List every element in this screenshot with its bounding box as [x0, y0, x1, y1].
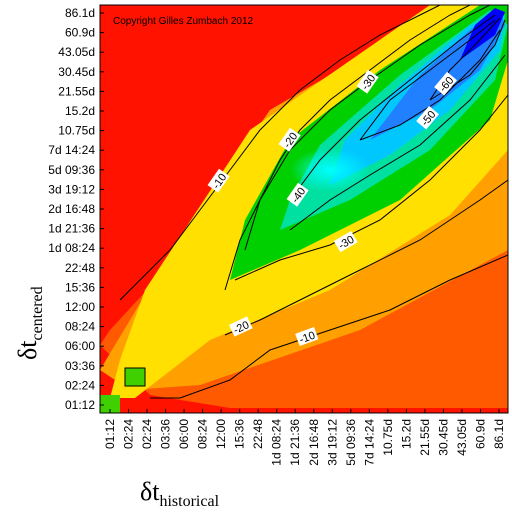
- y-tick-label: 43.05d: [58, 45, 95, 59]
- low-diag-cell: [124, 367, 146, 387]
- x-axis-title: δthistorical: [140, 477, 220, 510]
- y-tick-label: 86.1d: [65, 6, 95, 20]
- contour-line-minus-30: [234, 5, 508, 281]
- svg-text:δthistorical: δthistorical: [140, 477, 220, 510]
- y-tick-label: 15:36: [65, 280, 95, 294]
- contour-line-minus-20-upper: [224, 5, 471, 291]
- y-axis-ticks: 01:12 02:24 03:36 06:00 08:24 12:00 15:36 22:48…: [48, 6, 104, 412]
- x-tick-label: 08:24: [196, 419, 210, 449]
- x-tick-label: 22:48: [251, 419, 265, 449]
- low-corner-cell: [100, 395, 120, 413]
- y-tick-label: 60.9d: [65, 26, 95, 40]
- y-tick-label: 1d 08:24: [48, 241, 95, 255]
- y-tick-label: 1d 21:36: [48, 222, 95, 236]
- contour-line-minus-50: [359, 19, 501, 141]
- y-tick-label: 7d 14:24: [48, 143, 95, 157]
- x-tick-label: 21.55d: [418, 419, 432, 456]
- y-tick-label: 22:48: [65, 261, 95, 275]
- x-tick-label: 06:00: [177, 419, 191, 449]
- y-tick-label: 2d 16:48: [48, 202, 95, 216]
- copyright-text: Copyright Gilles Zumbach 2012: [113, 16, 254, 27]
- x-tick-label: 60.9d: [473, 419, 487, 449]
- x-tick-label: 3d 19:12: [325, 419, 339, 466]
- x-tick-label: 5d 09:36: [344, 419, 358, 466]
- x-tick-label: 12:00: [214, 419, 228, 449]
- y-tick-label: 08:24: [65, 320, 95, 334]
- x-tick-label: 30.45d: [436, 419, 450, 456]
- y-tick-label: 12:00: [65, 300, 95, 314]
- y-axis-title: δtcentered: [13, 286, 46, 360]
- y-axis-symbol: δt: [13, 340, 42, 360]
- x-axis-subscript: historical: [159, 493, 219, 510]
- x-tick-label: 10.75d: [381, 419, 395, 456]
- y-tick-label: 01:12: [65, 398, 95, 412]
- y-axis-subscript: centered: [29, 286, 46, 340]
- y-tick-label: 15.2d: [65, 104, 95, 118]
- x-tick-label: 03:36: [159, 419, 173, 449]
- x-tick-label: 02:24: [122, 419, 136, 449]
- y-tick-label: 30.45d: [58, 65, 95, 79]
- y-tick-label: 03:36: [65, 359, 95, 373]
- contour-line-minus-10-upper: [119, 5, 441, 301]
- x-tick-label: 02:24: [140, 419, 154, 449]
- y-tick-label: 3d 19:12: [48, 182, 95, 196]
- x-axis-symbol: δt: [140, 477, 160, 506]
- x-tick-label: 86.1d: [492, 419, 506, 449]
- x-tick-label: 15:36: [233, 419, 247, 449]
- contour-label: -10: [298, 330, 317, 347]
- y-tick-label: 10.75d: [58, 124, 95, 138]
- x-tick-label: 1d 08:24: [270, 419, 284, 466]
- svg-text:δtcentered: δtcentered: [13, 286, 46, 360]
- contour-line-minus-40: [289, 14, 506, 231]
- x-tick-label: 43.05d: [455, 419, 469, 456]
- x-tick-label: 2d 16:48: [307, 419, 321, 466]
- x-tick-label: 15.2d: [399, 419, 413, 449]
- x-tick-label: 1d 21:36: [288, 419, 302, 466]
- y-tick-label: 21.55d: [58, 84, 95, 98]
- y-tick-label: 02:24: [65, 378, 95, 392]
- y-tick-label: 06:00: [65, 339, 95, 353]
- x-axis-ticks: 01:12 02:24 02:24 03:36 06:00 08:24 12:00 15:36…: [103, 409, 506, 466]
- x-tick-label: 01:12: [103, 419, 117, 449]
- cyan-core: [290, 148, 370, 192]
- contour-line-minus-20-lower: [224, 179, 508, 336]
- x-tick-label: 7d 14:24: [362, 419, 376, 466]
- y-tick-label: 5d 09:36: [48, 163, 95, 177]
